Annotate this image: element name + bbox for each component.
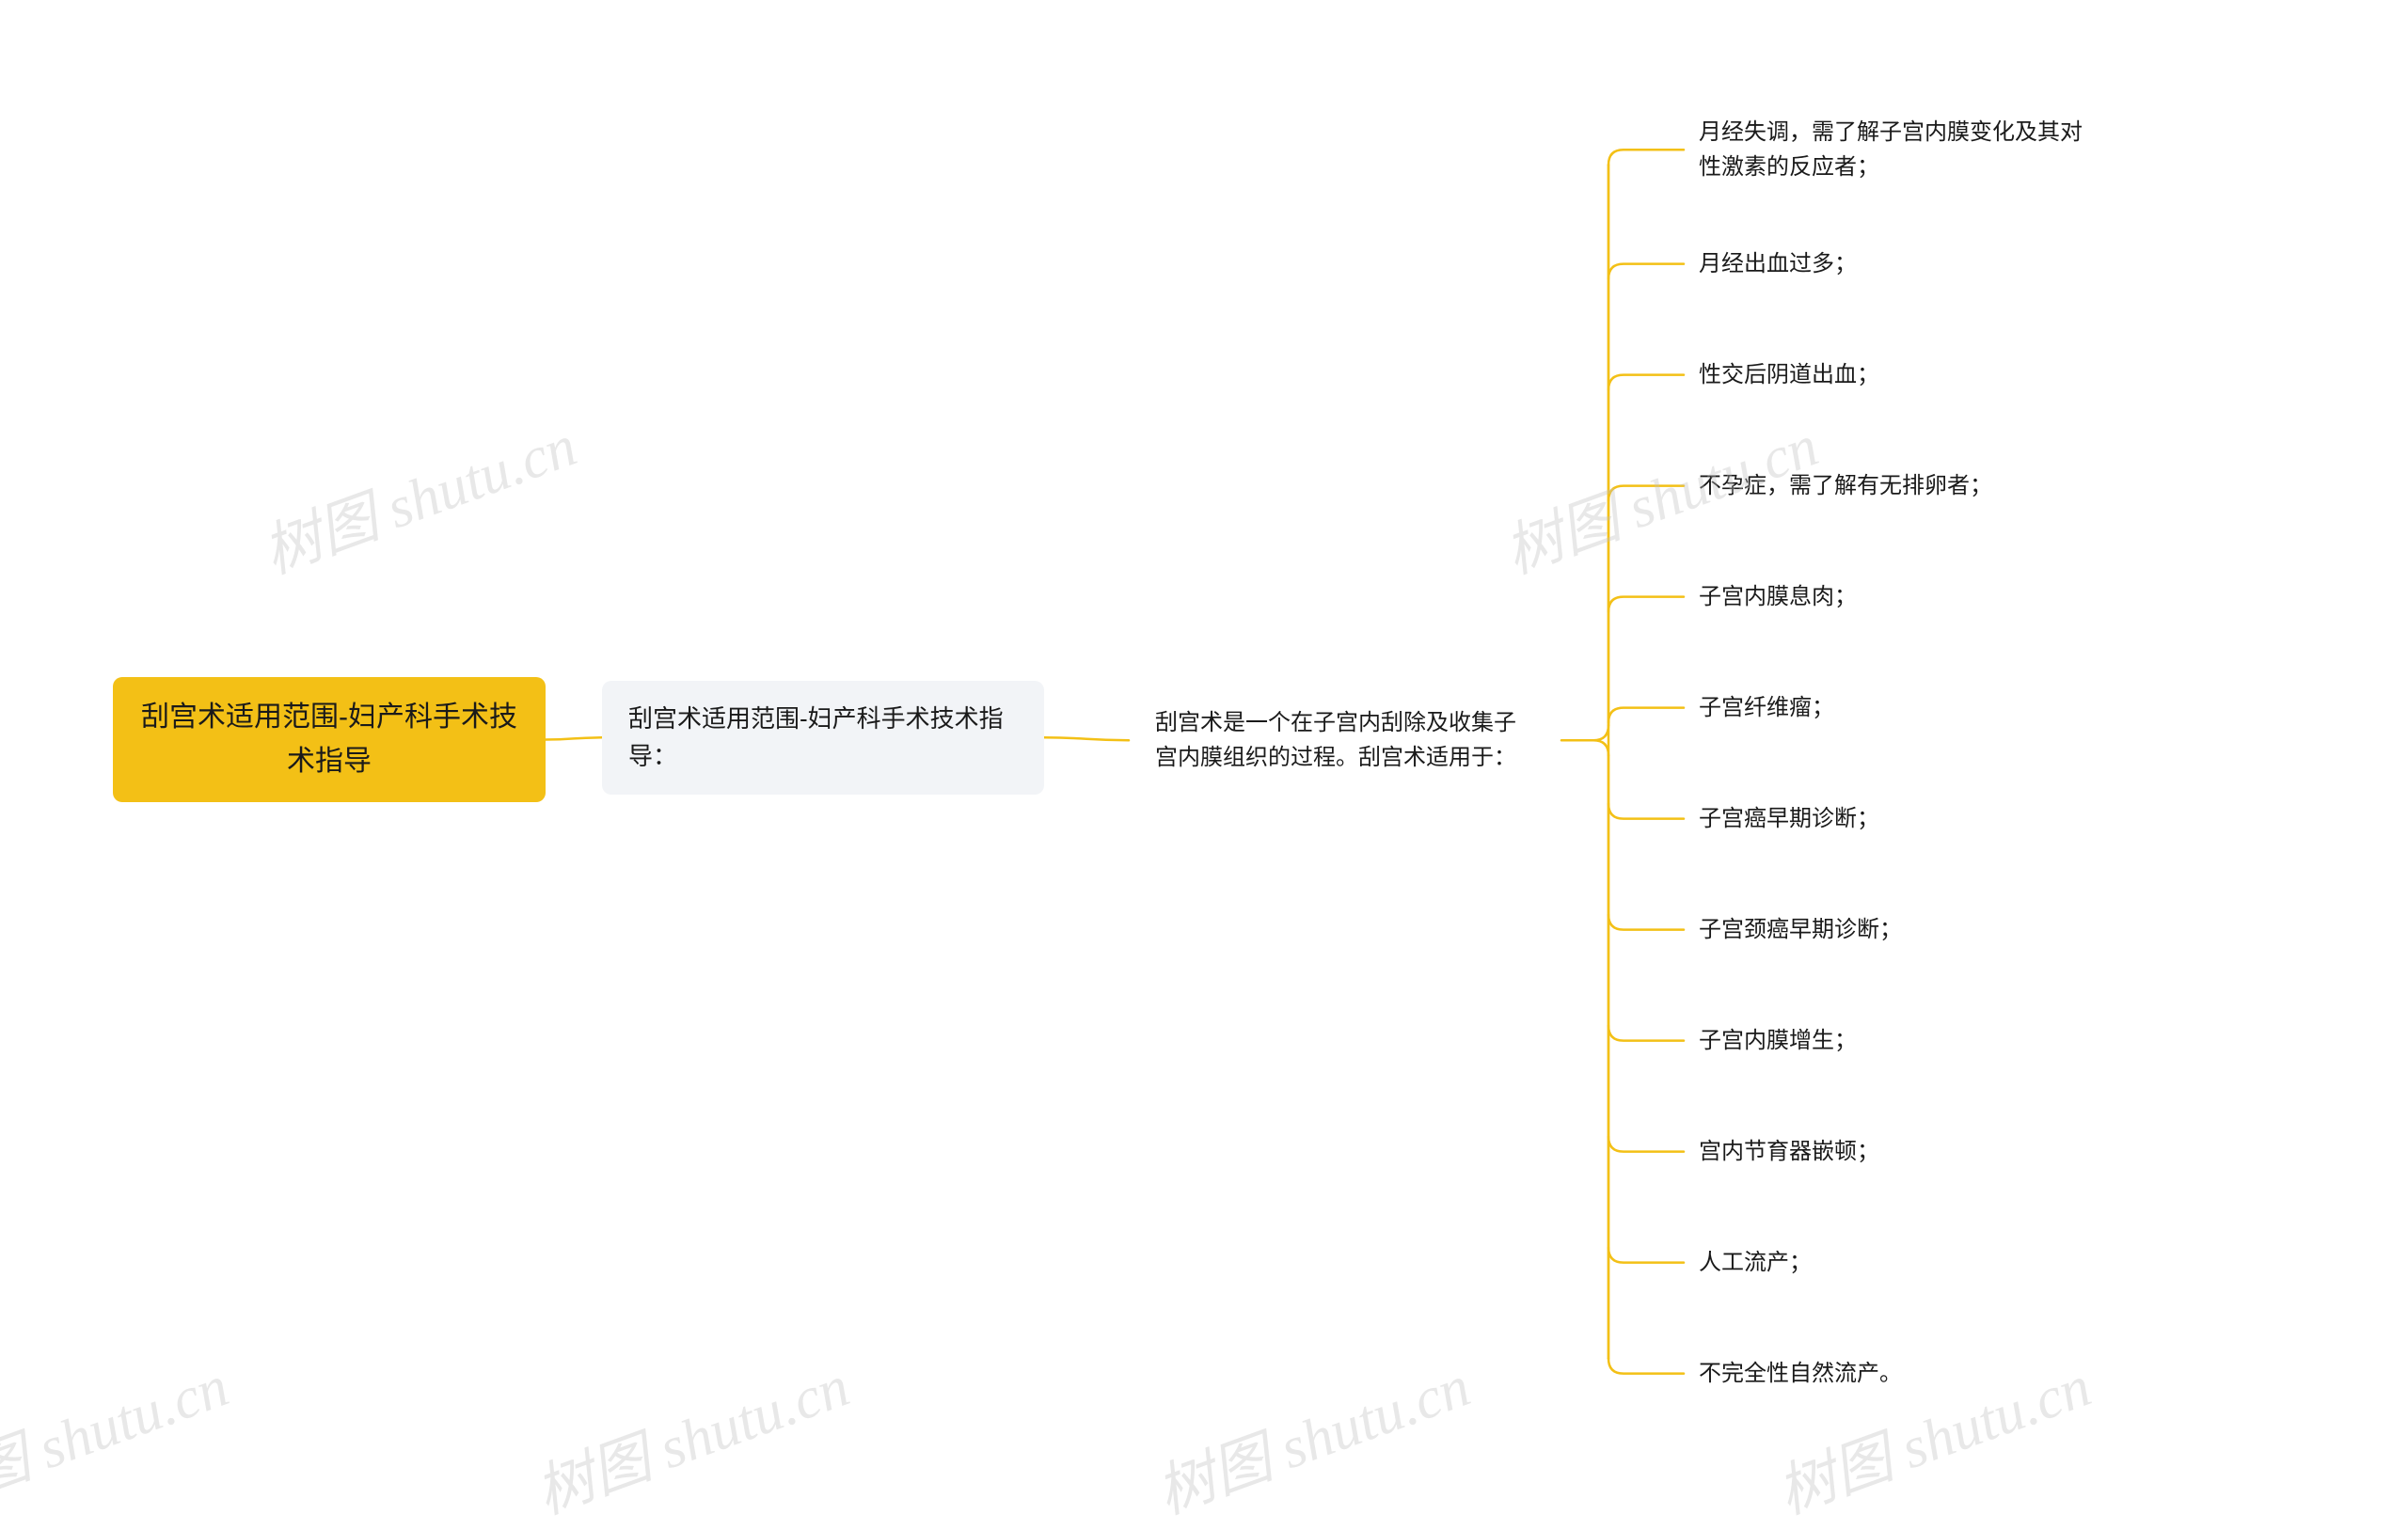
leaf-node[interactable]: 月经失调，需了解子宫内膜变化及其对性激素的反应者； <box>1684 105 2098 194</box>
leaf-node[interactable]: 人工流产； <box>1684 1236 2098 1289</box>
leaf-node[interactable]: 子宫癌早期诊断； <box>1684 792 2098 845</box>
leaf-node[interactable]: 不完全性自然流产。 <box>1684 1347 2098 1400</box>
level1-node[interactable]: 刮宫术适用范围-妇产科手术技术指导： <box>602 681 1044 795</box>
watermark-text: 树图 shutu.cn <box>0 1338 238 1530</box>
level2-node[interactable]: 刮宫术是一个在子宫内刮除及收集子宫内膜组织的过程。刮宫术适用于： <box>1129 686 1561 794</box>
leaf-node[interactable]: 宫内节育器嵌顿； <box>1684 1125 2098 1178</box>
leaf-node[interactable]: 不孕症，需了解有无排卵者； <box>1684 459 2098 513</box>
root-node[interactable]: 刮宫术适用范围-妇产科手术技术指导 <box>113 677 546 802</box>
leaf-node[interactable]: 子宫颈癌早期诊断； <box>1684 903 2098 956</box>
watermark-text: 树图 shutu.cn <box>249 398 586 590</box>
watermark-text: 树图 shutu.cn <box>522 1338 859 1530</box>
watermark-text: 树图 shutu.cn <box>1143 1338 1480 1530</box>
leaf-node[interactable]: 子宫纤维瘤； <box>1684 681 2098 734</box>
leaf-node[interactable]: 月经出血过多； <box>1684 237 2098 291</box>
leaf-node[interactable]: 子宫内膜增生； <box>1684 1014 2098 1067</box>
leaf-node[interactable]: 性交后阴道出血； <box>1684 348 2098 402</box>
mindmap-canvas: 刮宫术适用范围-妇产科手术技术指导 刮宫术适用范围-妇产科手术技术指导： 刮宫术… <box>0 0 2408 1477</box>
leaf-node[interactable]: 子宫内膜息肉； <box>1684 570 2098 623</box>
